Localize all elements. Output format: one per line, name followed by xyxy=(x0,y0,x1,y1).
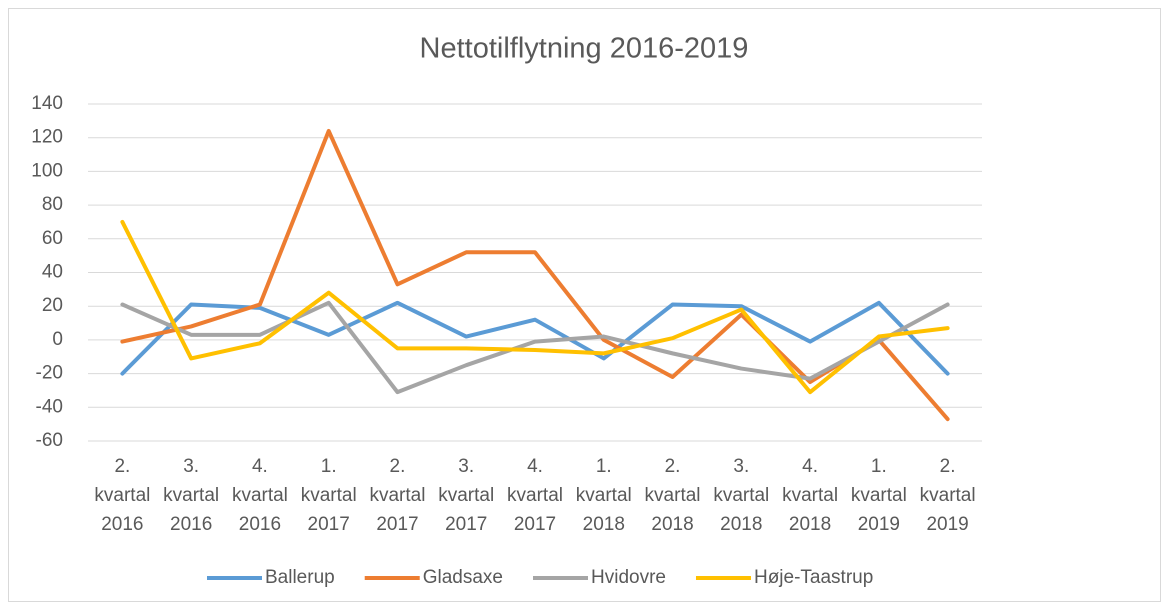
x-tick-label: 1. kvartal 2019 xyxy=(851,456,907,535)
x-tick-label: 3. kvartal 2016 xyxy=(163,456,219,535)
x-tick-label: 2. kvartal 2016 xyxy=(94,456,150,535)
y-tick-label: -40 xyxy=(36,396,63,417)
y-tick-label: 120 xyxy=(31,127,63,148)
chart-title: Nettotilflytning 2016-2019 xyxy=(420,33,749,65)
y-tick-label: 20 xyxy=(42,295,63,316)
y-tick-label: 40 xyxy=(42,262,63,283)
x-tick-label: 1. kvartal 2017 xyxy=(301,456,357,535)
chart-border xyxy=(8,8,1161,602)
y-tick-label: 100 xyxy=(31,160,63,181)
y-tick-label: -20 xyxy=(36,363,63,384)
series-line xyxy=(120,128,950,422)
x-tick-label: 2. kvartal 2019 xyxy=(920,456,976,535)
x-tick-label: 2. kvartal 2018 xyxy=(645,456,701,535)
y-tick-label: 80 xyxy=(42,194,63,215)
legend-label: Ballerup xyxy=(265,567,335,588)
x-tick-label: 4. kvartal 2018 xyxy=(782,456,838,535)
legend-label: Høje-Taastrup xyxy=(754,567,873,588)
x-tick-label: 2. kvartal 2017 xyxy=(369,456,425,535)
series-line xyxy=(120,300,950,395)
series-line xyxy=(120,300,950,376)
y-tick-label: 60 xyxy=(42,228,63,249)
legend-label: Hvidovre xyxy=(591,567,666,588)
x-tick-label: 3. kvartal 2018 xyxy=(713,456,769,535)
x-tick-label: 1. kvartal 2018 xyxy=(576,456,632,535)
x-tick-label: 3. kvartal 2017 xyxy=(438,456,494,535)
series-line xyxy=(120,219,950,395)
y-tick-label: -60 xyxy=(36,430,63,451)
x-tick-label: 4. kvartal 2016 xyxy=(232,456,288,535)
y-tick-label: 140 xyxy=(31,93,63,114)
x-tick-label: 4. kvartal 2017 xyxy=(507,456,563,535)
y-tick-label: 0 xyxy=(52,329,63,350)
legend-label: Gladsaxe xyxy=(423,567,503,588)
